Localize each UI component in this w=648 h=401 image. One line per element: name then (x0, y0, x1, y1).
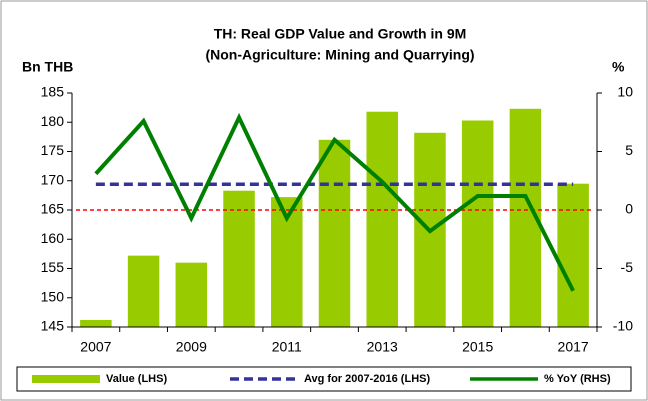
bar (557, 183, 589, 327)
y2-tick-label: -10 (613, 318, 633, 334)
y2-tick-label: -5 (621, 259, 634, 275)
legend-label: % YoY (RHS) (544, 373, 611, 385)
legend-label: Value (LHS) (106, 373, 167, 385)
x-tick-label: 2011 (272, 339, 302, 355)
y2-tick-label: 10 (617, 84, 633, 100)
y-tick-label: 185 (41, 84, 65, 100)
legend-label: Avg for 2007-2016 (LHS) (304, 373, 430, 385)
y-tick-label: 165 (41, 201, 65, 217)
y-tick-label: 175 (41, 142, 65, 158)
y2-tick-label: 0 (625, 201, 633, 217)
bar (127, 255, 160, 327)
bar (461, 120, 494, 328)
chart-subtitle: (Non-Agriculture: Mining and Quarrying) (205, 47, 474, 63)
bar (80, 319, 112, 327)
y-tick-label: 155 (41, 259, 65, 275)
legend-swatch (32, 375, 100, 383)
line-series (94, 112, 575, 292)
x-tick-label: 2009 (176, 339, 207, 355)
y2-tick-label: 5 (625, 142, 633, 158)
x-tick-label: 2007 (80, 339, 111, 355)
y-tick-label: 145 (41, 318, 65, 334)
y2-axis-label: % (612, 59, 625, 75)
x-tick-label: 2013 (367, 339, 398, 355)
y-tick-label: 170 (41, 171, 65, 187)
x-tick-label: 2015 (462, 339, 493, 355)
bar (366, 111, 398, 327)
y-tick-label: 160 (41, 230, 65, 246)
y-tick-label: 180 (41, 113, 65, 129)
x-tick-label: 2017 (558, 339, 589, 355)
y-axis-label: Bn THB (22, 59, 73, 75)
y-tick-label: 150 (41, 288, 65, 304)
chart-title: TH: Real GDP Value and Growth in 9M (214, 26, 467, 42)
bar (223, 190, 255, 327)
bar (175, 262, 208, 327)
bar (318, 139, 351, 327)
